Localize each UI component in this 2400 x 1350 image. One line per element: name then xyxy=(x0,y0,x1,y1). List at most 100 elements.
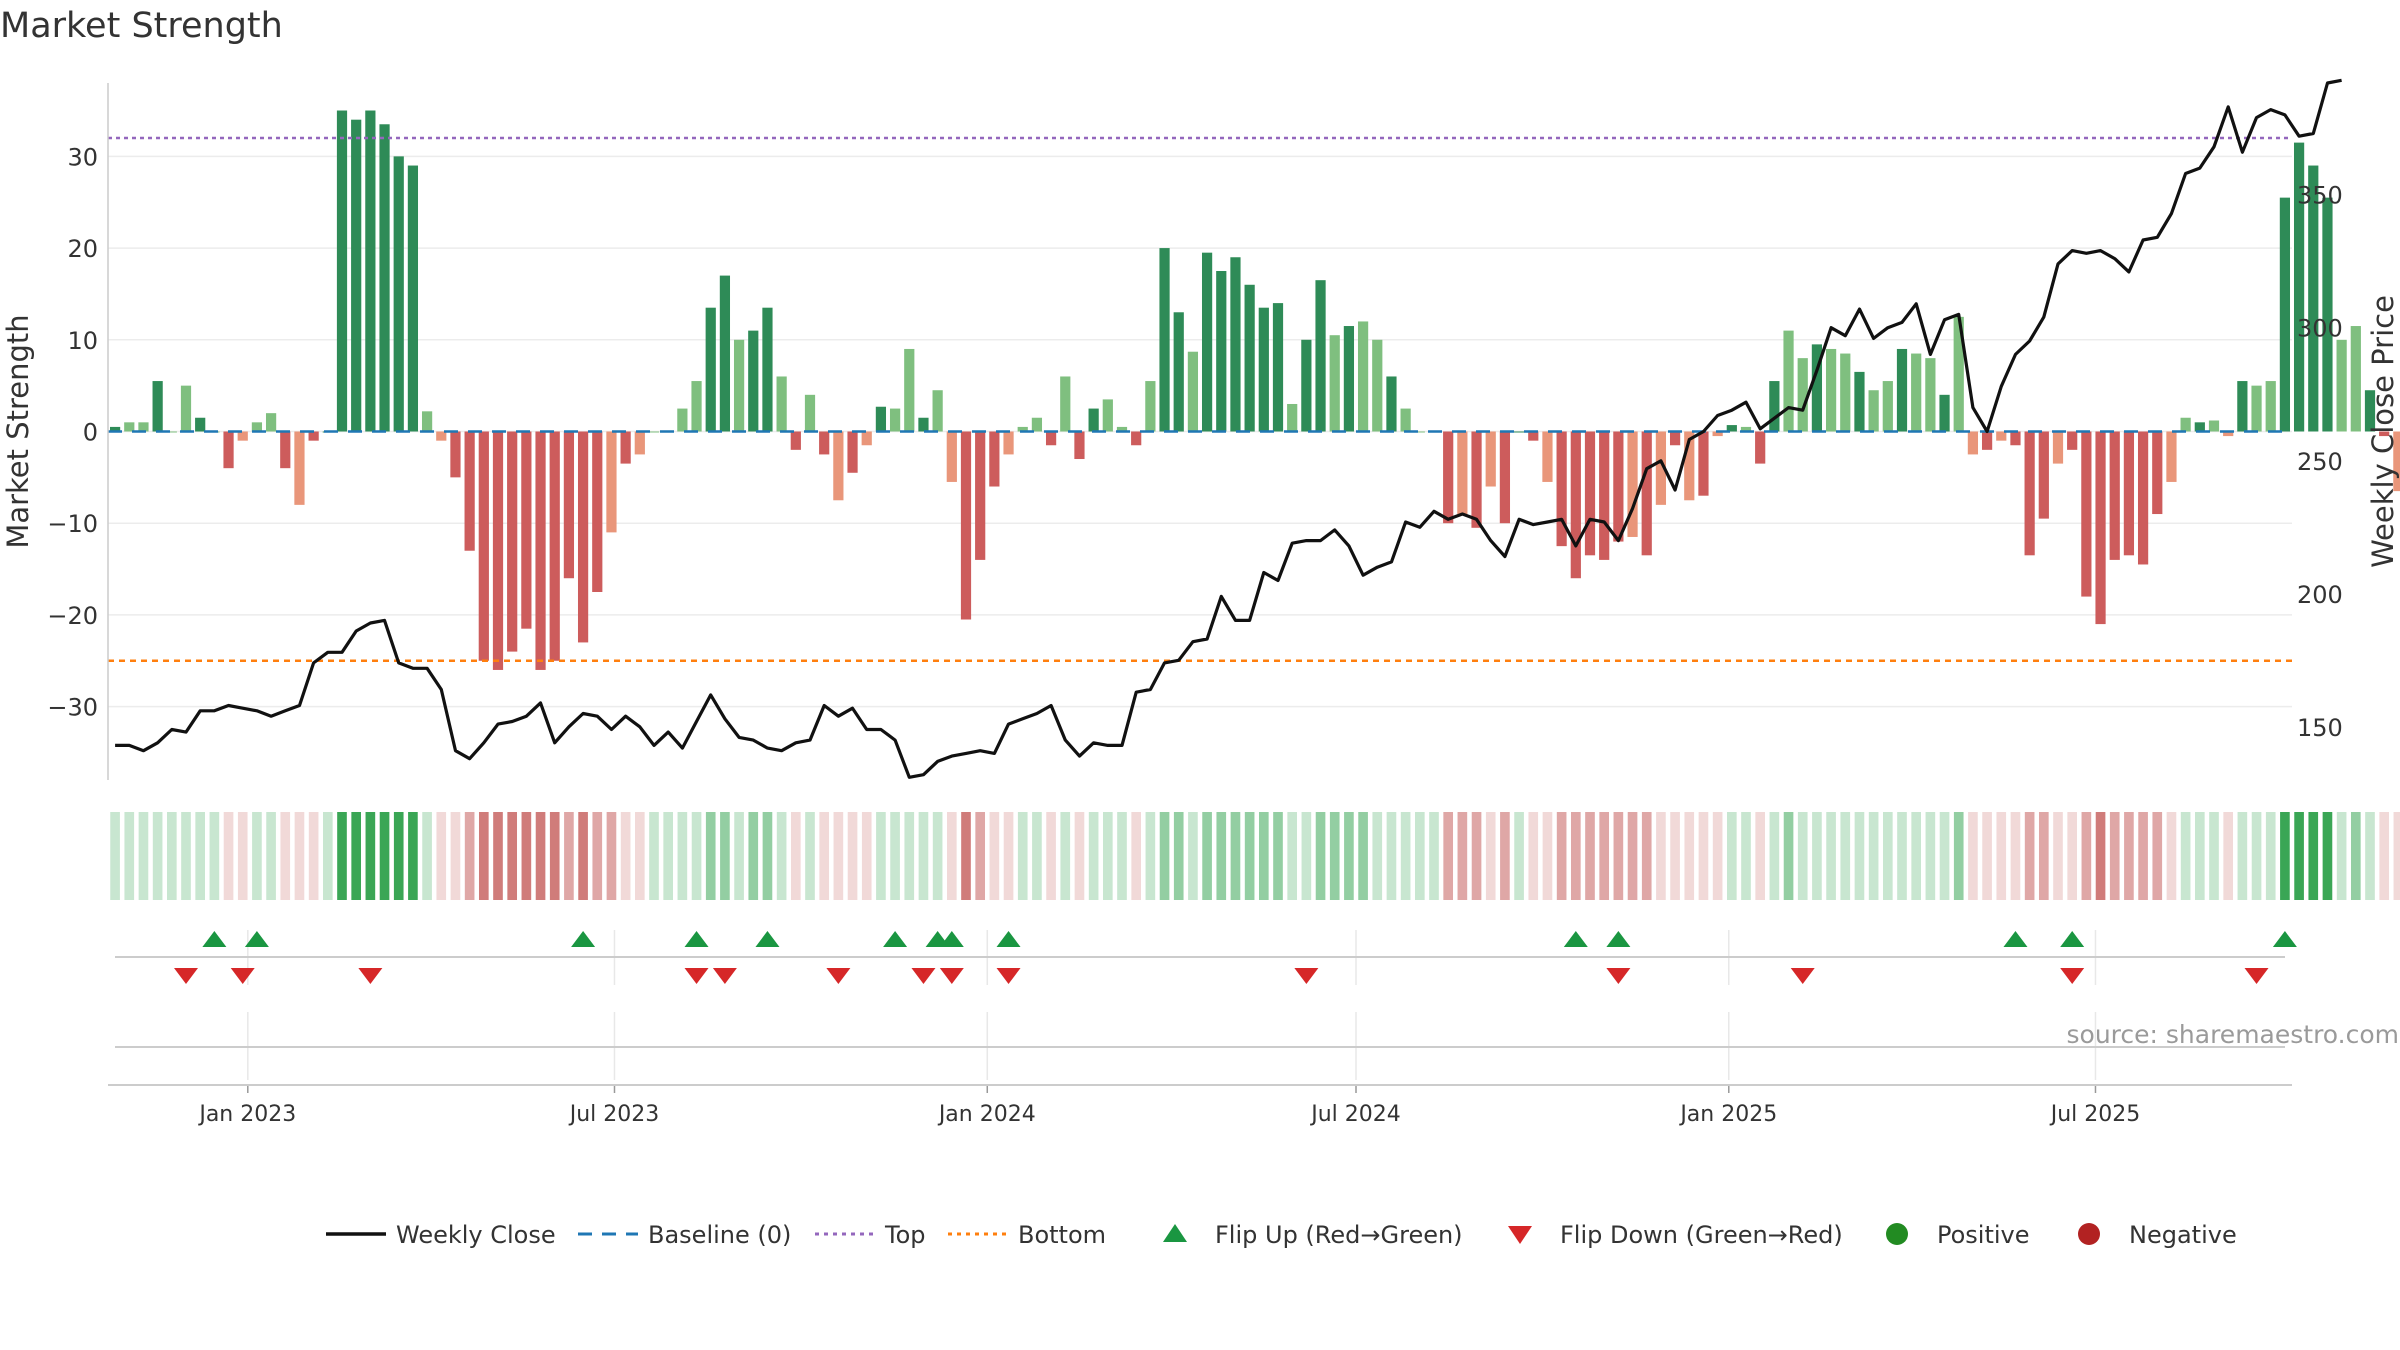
strength-bar xyxy=(620,431,631,464)
strip-cell xyxy=(1528,812,1539,900)
strength-bar xyxy=(2223,431,2234,437)
strength-bar xyxy=(691,381,702,432)
strength-bar xyxy=(2194,422,2205,432)
strength-bar xyxy=(1031,417,1043,432)
strip-cell xyxy=(1741,812,1751,900)
strength-bar xyxy=(1329,335,1340,432)
strip-cell xyxy=(1173,812,1184,900)
strength-bar xyxy=(1840,353,1851,432)
strip-cell xyxy=(152,812,163,900)
strip-cell xyxy=(1911,812,1922,900)
strip-cell xyxy=(833,812,844,900)
strip-cell xyxy=(2265,812,2276,900)
strip-cell xyxy=(2053,812,2063,900)
strip-cell xyxy=(762,812,773,900)
strip-cell xyxy=(1769,812,1780,900)
strip-cell xyxy=(649,812,659,900)
strength-bar xyxy=(251,422,263,432)
strip-cell xyxy=(110,812,120,900)
y-tick-label: −30 xyxy=(47,694,98,722)
strip-cell xyxy=(521,812,532,900)
strip-cell xyxy=(365,812,376,900)
strip-cell xyxy=(1344,812,1354,900)
strength-bar xyxy=(648,431,660,433)
x-tick-label: Jul 2024 xyxy=(1309,1102,1401,1127)
flip-down-marker xyxy=(911,968,936,984)
legend-label: Flip Up (Red→Green) xyxy=(1215,1221,1463,1249)
strip-cell xyxy=(1868,812,1879,900)
strip-cell xyxy=(1046,812,1056,900)
y-tick-label: −10 xyxy=(47,510,98,538)
strength-bar xyxy=(1272,303,1284,432)
strength-bar xyxy=(1740,426,1752,432)
strength-bar xyxy=(1003,431,1014,455)
strip-cell xyxy=(663,812,674,900)
strength-bar xyxy=(1400,408,1411,432)
strength-bar xyxy=(1315,280,1326,432)
strip-cell xyxy=(450,812,461,900)
strip-cell xyxy=(1925,812,1936,900)
weekly-close-line xyxy=(115,78,2342,779)
y-tick-label: −20 xyxy=(47,602,98,630)
strip-cell xyxy=(1131,812,1142,900)
strength-bar xyxy=(1556,431,1567,547)
weekly-close-line-layer xyxy=(115,78,2342,779)
legend-swatch xyxy=(2078,1223,2100,1245)
strength-bar xyxy=(790,431,801,450)
strength-bar xyxy=(365,110,376,432)
flip-up-marker xyxy=(1606,931,1631,947)
strip-cell xyxy=(2109,812,2120,900)
legend: Weekly Close Baseline (0) Top Bottom Flip Up… xyxy=(326,1221,2237,1249)
flip-up-marker xyxy=(755,931,780,947)
strength-bar xyxy=(1584,431,1596,556)
strip-cell xyxy=(876,812,886,900)
strip-cell xyxy=(1726,812,1737,900)
strip-cell xyxy=(1599,812,1610,900)
strip-cell xyxy=(223,812,234,900)
strength-bar xyxy=(1102,399,1113,432)
y2-tick-label: 350 xyxy=(2297,182,2343,210)
strength-bar xyxy=(1088,408,1099,432)
strength-bar xyxy=(1967,431,1979,455)
strip-cell xyxy=(1684,812,1695,900)
strip-cell xyxy=(1500,812,1510,900)
strength-bar xyxy=(2364,390,2376,432)
strength-bar xyxy=(1499,431,1511,524)
strength-bar xyxy=(2336,339,2347,432)
strength-bar xyxy=(2010,431,2021,446)
strength-bar xyxy=(166,431,177,433)
strength-bar xyxy=(592,431,603,592)
strip-cell xyxy=(1471,812,1482,900)
flip-down-marker xyxy=(1294,968,1319,984)
y-tick-label: 20 xyxy=(67,235,98,263)
flip-up-marker xyxy=(1563,931,1588,947)
y2-tick-label: 300 xyxy=(2297,315,2343,343)
strength-bar xyxy=(733,339,745,432)
strip-cell xyxy=(393,812,404,900)
strength-bar xyxy=(1570,431,1581,579)
strength-bar xyxy=(421,411,433,432)
strip-cell xyxy=(946,812,957,900)
strip-cell xyxy=(634,812,645,900)
strength-bar xyxy=(1216,271,1227,432)
strength-bar xyxy=(762,307,773,432)
strip-cell xyxy=(2223,812,2234,900)
strength-bar xyxy=(407,165,419,432)
strength-bar xyxy=(634,431,645,455)
y2-tick-label: 250 xyxy=(2297,448,2343,476)
strip-cell xyxy=(790,812,801,900)
strip-cell xyxy=(989,812,1000,900)
x-tick-label: Jul 2025 xyxy=(2049,1102,2141,1127)
strip-cell xyxy=(1585,812,1595,900)
strength-bar xyxy=(748,330,759,432)
strength-bar xyxy=(904,348,915,432)
strength-bar xyxy=(1074,431,1085,460)
strip-cell xyxy=(1953,812,1964,900)
strip-cell xyxy=(1287,812,1298,900)
strength-bar xyxy=(1684,431,1695,501)
flip-down-marker xyxy=(174,968,198,984)
strength-bar xyxy=(1825,348,1837,432)
legend-item: Flip Down (Green→Red) xyxy=(1508,1221,1843,1249)
strip-cell xyxy=(1854,812,1865,900)
strip-cell xyxy=(2209,812,2219,900)
